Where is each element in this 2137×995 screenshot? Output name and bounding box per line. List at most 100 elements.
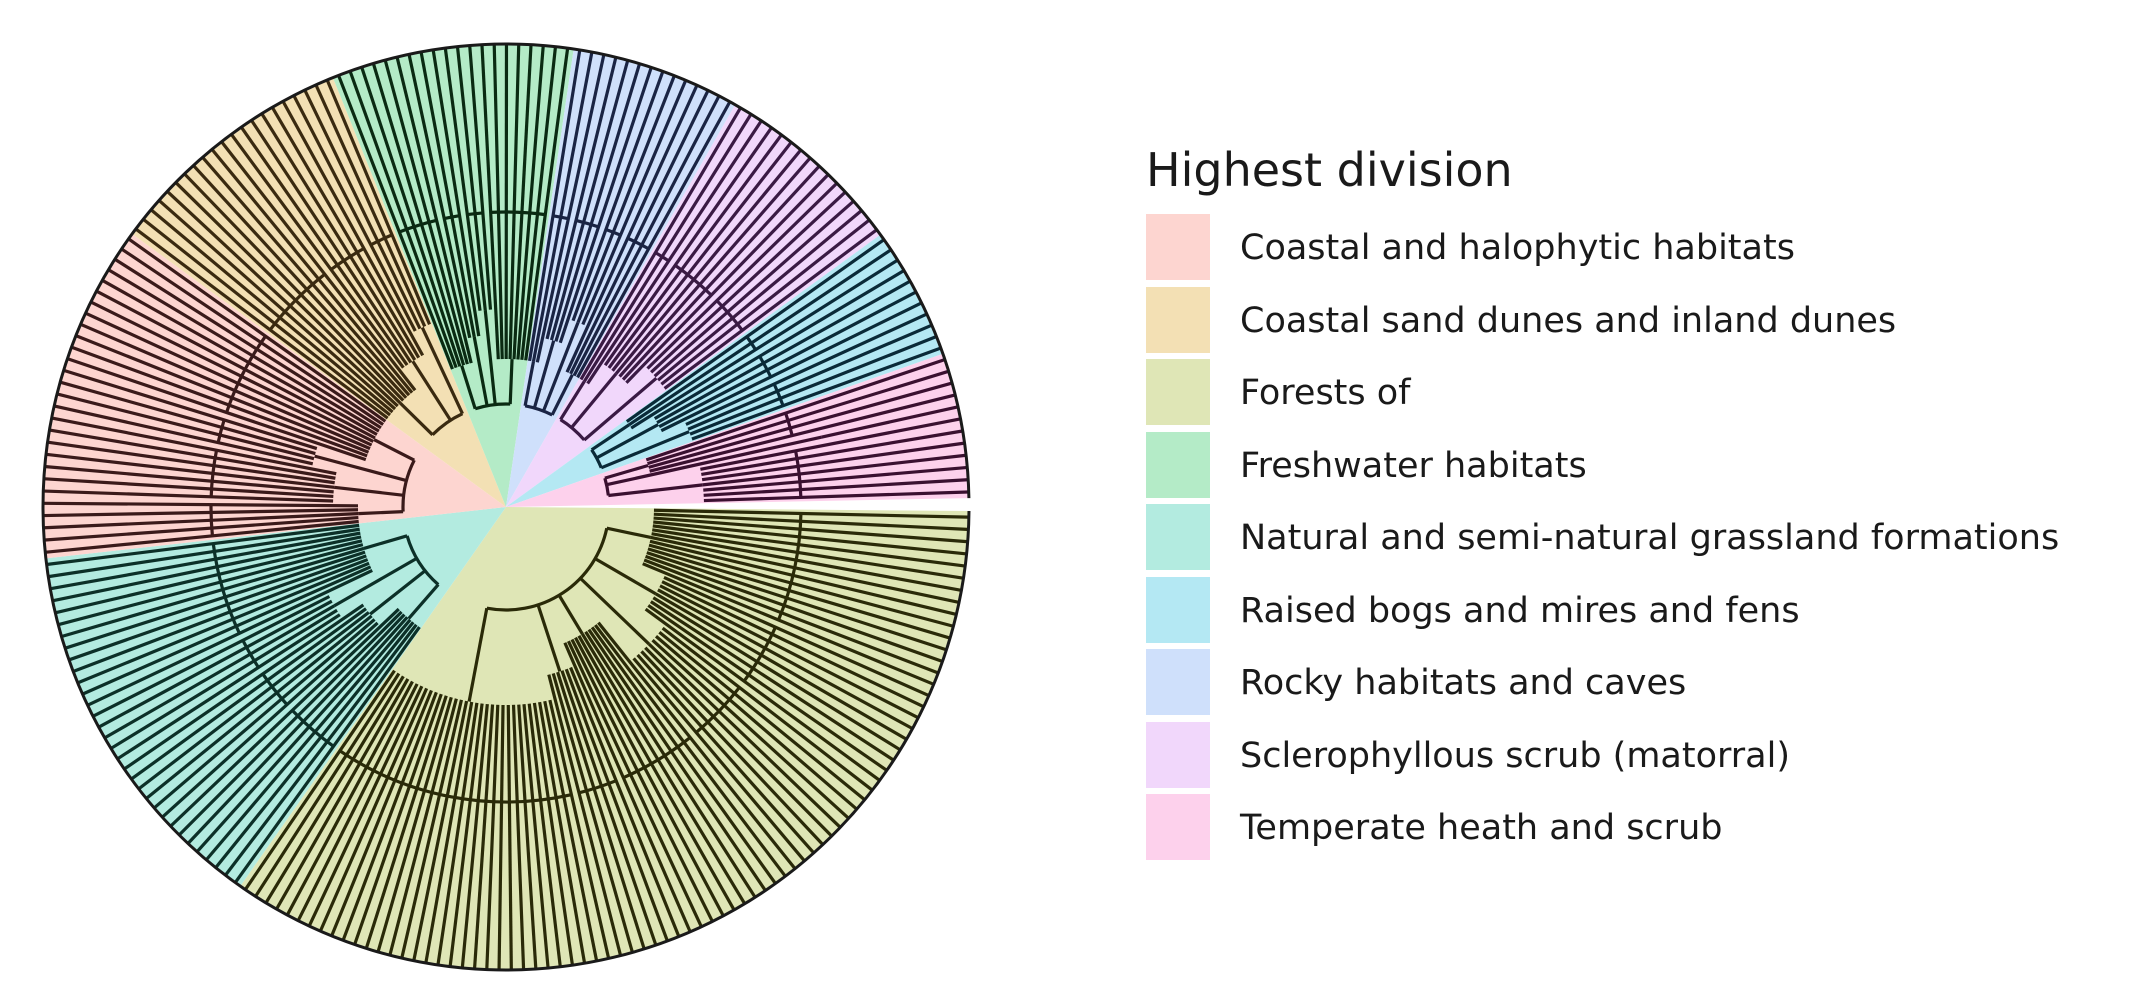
leaf-branch — [395, 57, 473, 364]
leaf-branch — [625, 174, 829, 384]
leaf-branch — [64, 369, 318, 451]
leaf-arc — [745, 335, 757, 351]
leaf-branch — [576, 76, 676, 324]
leaf-arc — [742, 626, 777, 683]
subgroup-branch — [604, 463, 649, 480]
leaf-branch — [517, 704, 538, 969]
legend-swatch — [1146, 286, 1210, 353]
leaf-branch — [138, 611, 370, 790]
leaf-branch — [98, 599, 333, 729]
legend-label: Coastal sand dunes and inland dunes — [1240, 300, 1897, 341]
leaf-branch — [691, 346, 941, 441]
leaf-branch — [642, 562, 934, 686]
legend-label: Raised bogs and mires and fens — [1240, 590, 1800, 631]
leaf-branch — [468, 46, 493, 310]
leaf-arc — [467, 211, 483, 217]
subgroup-arc — [603, 477, 610, 496]
leaf-branch — [58, 543, 364, 626]
leaf-branch — [700, 417, 960, 471]
leaf-branch — [535, 55, 606, 363]
leaf-branch — [649, 393, 955, 473]
leaf-branch — [659, 584, 919, 719]
leaf-branch — [175, 182, 402, 405]
leaf-branch — [407, 54, 472, 339]
leaf-branch — [178, 610, 403, 836]
leaf-branch — [687, 324, 932, 431]
leaf-arc — [209, 504, 215, 537]
leaf-branch — [577, 635, 735, 910]
leaf-branch — [260, 113, 417, 361]
leaf-branch — [661, 626, 873, 791]
leaf-branch — [104, 604, 336, 739]
leaf-branch — [645, 358, 945, 462]
leaf-arc — [674, 264, 713, 297]
leaf-branch — [365, 695, 448, 948]
leaf-branch — [651, 638, 849, 819]
leaf-branch — [632, 657, 806, 862]
leaf-branch — [524, 48, 570, 361]
subgroup-arc — [405, 535, 440, 586]
leaf-branch — [265, 675, 405, 903]
leaf-branch — [571, 71, 665, 322]
leaf-branch — [170, 607, 400, 827]
leaf-branch — [702, 453, 966, 487]
leaf-branch — [436, 702, 479, 965]
leaf-branch — [419, 52, 476, 338]
leaf-branch — [93, 595, 331, 718]
leaf-branch — [383, 60, 469, 365]
leaf-branch — [80, 323, 371, 451]
leaf-branch — [108, 268, 380, 433]
leaf-branch — [603, 127, 773, 367]
leaf-branch — [292, 95, 417, 332]
leaf-branch — [653, 200, 854, 378]
leaf-branch — [48, 440, 335, 485]
leaf-branch — [50, 428, 336, 480]
leaf-branch — [689, 335, 937, 436]
leaf-branch — [244, 669, 396, 890]
leaf-branch — [611, 142, 792, 372]
leaf-branch — [644, 607, 880, 782]
leaf-branch — [102, 279, 378, 436]
leaf-branch — [685, 312, 927, 426]
leaf-branch — [522, 704, 550, 968]
leaf-branch — [650, 535, 959, 604]
leaf-branch — [47, 523, 360, 566]
leaf-branch — [492, 45, 504, 360]
leaf-branch — [55, 539, 363, 615]
legend-label: Freshwater habitats — [1240, 445, 1587, 486]
subgroup-branch — [314, 454, 407, 483]
leaf-branch — [621, 165, 820, 381]
leaf-branch — [646, 182, 838, 370]
leaf-branch — [286, 680, 414, 915]
leaf-arc — [241, 639, 260, 669]
leaf-arc — [715, 299, 744, 332]
leaf-branch — [652, 524, 965, 568]
leaf-branch — [161, 621, 379, 818]
legend-swatch — [1146, 359, 1210, 425]
leaf-branch — [215, 621, 415, 868]
leaf-branch — [703, 478, 968, 497]
subgroup-arc — [431, 412, 464, 436]
leaf-branch — [44, 489, 334, 503]
leaf-branch — [192, 165, 408, 399]
leaf-branch — [649, 600, 894, 761]
leaf-branch — [60, 380, 316, 456]
leaf-branch — [308, 685, 424, 926]
subgroup-branch — [467, 607, 489, 702]
leaf-branch — [653, 516, 967, 544]
leaf-branch — [653, 508, 968, 519]
leaf-branch — [545, 57, 618, 340]
leaf-branch — [448, 703, 484, 966]
leaf-arc — [654, 251, 670, 263]
leaf-branch — [360, 67, 462, 367]
leaf-branch — [618, 157, 811, 378]
subgroup-branch — [333, 485, 404, 497]
legend: Highest division Coastal and halophytic … — [1146, 140, 2059, 867]
leaf-branch — [658, 630, 865, 801]
leaf-arc — [261, 673, 289, 706]
leaf-branch — [67, 357, 367, 462]
leaf-branch — [412, 700, 469, 961]
subgroup-branch — [608, 483, 703, 498]
subgroup-branch — [600, 430, 690, 470]
circular-dendrogram — [41, 42, 971, 972]
